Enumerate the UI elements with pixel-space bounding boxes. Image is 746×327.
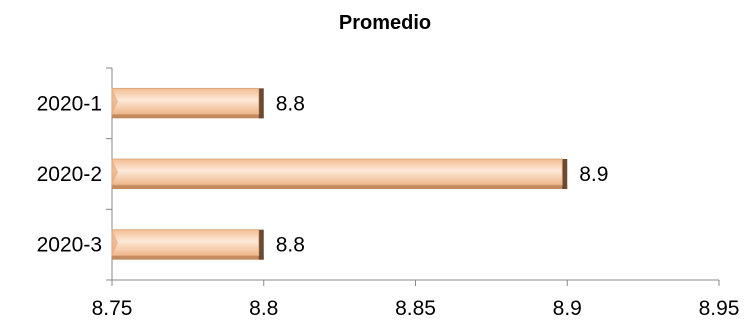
category-label: 2020-2 <box>37 163 102 186</box>
bar-end-cap <box>258 229 264 260</box>
bar-end-cap <box>562 159 568 189</box>
bar-bevel-left <box>112 229 118 256</box>
data-label: 8.8 <box>276 234 305 257</box>
bar <box>111 87 260 115</box>
bar-shadow-bottom <box>112 114 264 119</box>
bar-shadow-bottom <box>112 255 264 260</box>
category-label: 2020-3 <box>37 234 102 257</box>
bar <box>111 158 563 186</box>
x-tick-label: 8.9 <box>553 297 582 320</box>
data-label: 8.8 <box>276 92 305 115</box>
bar-end-cap <box>258 88 264 119</box>
plot-area: 8.75 8.8 8.85 8.9 8.95 2020-1 8.8 2020-2 8.9 2020… <box>37 67 740 320</box>
bar-shadow-bottom <box>112 185 568 189</box>
bar-bevel-left <box>112 88 118 115</box>
chart-title: Promedio <box>339 12 431 34</box>
x-tick-label: 8.75 <box>92 297 133 320</box>
x-tick-label: 8.95 <box>699 297 740 320</box>
x-tick-label: 8.8 <box>249 297 278 320</box>
category-label: 2020-1 <box>37 92 102 115</box>
data-label: 8.9 <box>579 163 608 186</box>
bar <box>111 229 260 257</box>
x-tick-label: 8.85 <box>395 297 436 320</box>
bar-bevel-left <box>112 159 118 185</box>
